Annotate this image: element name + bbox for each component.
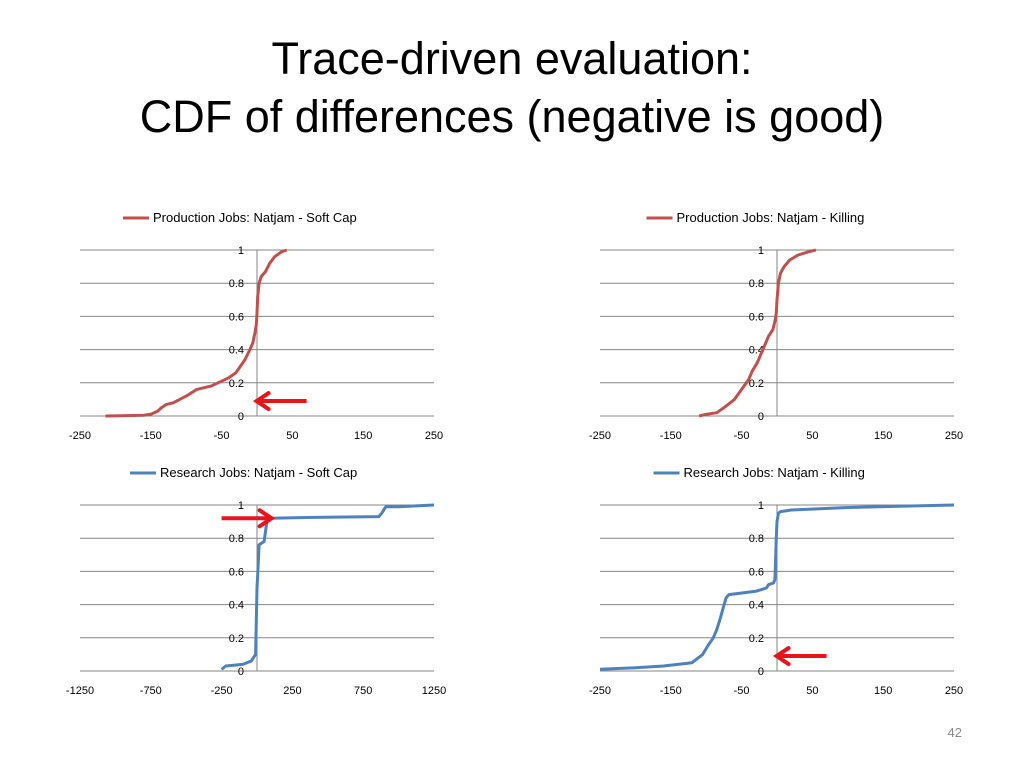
chart-research-soft-cap: Research Jobs: Natjam - Soft Cap 0 0.2 0.4 0… — [60, 460, 460, 700]
y-tick-label: 1 — [758, 500, 764, 512]
chart-production-killing: Production Jobs: Natjam - Killing 0 0.2 0.4… — [580, 205, 980, 445]
y-tick-label: 0.4 — [749, 600, 764, 612]
page-number: 42 — [947, 725, 962, 740]
title-line-2: CDF of differences (negative is good) — [139, 91, 885, 142]
x-tick-label: -150 — [660, 685, 682, 697]
y-tick-label: 0.8 — [749, 533, 764, 545]
x-tick-label: 50 — [806, 685, 818, 697]
x-tick-label: -750 — [140, 685, 162, 697]
title-line-1: Trace-driven evaluation: — [271, 33, 753, 84]
x-tick-label: -250 — [69, 430, 91, 442]
x-tick-label: -250 — [589, 430, 611, 442]
x-tick-label: 250 — [283, 685, 301, 697]
y-tick-label: 0 — [238, 411, 244, 423]
legend-label: Production Jobs: Natjam - Killing — [677, 210, 865, 225]
y-tick-label: 0.2 — [749, 378, 764, 390]
y-tick-label: 0 — [238, 666, 244, 678]
chart-svg: Production Jobs: Natjam - Soft Cap 0 0.2 0.… — [69, 210, 443, 442]
chart-research-killing: Research Jobs: Natjam - Killing 0 0.2 0.4 0.… — [580, 460, 980, 700]
slide-title: Trace-driven evaluation: CDF of differen… — [0, 30, 1024, 146]
x-tick-label: -250 — [589, 685, 611, 697]
annotation-arrow-head — [772, 646, 791, 667]
y-tick-label: 0.2 — [229, 633, 244, 645]
x-tick-label: -50 — [734, 430, 750, 442]
y-tick-label: 0.8 — [229, 278, 244, 290]
x-tick-label: -150 — [660, 430, 682, 442]
x-tick-label: 50 — [806, 430, 818, 442]
x-tick-label: -50 — [734, 685, 750, 697]
chart-svg: Research Jobs: Natjam - Killing 0 0.2 0.4 0.… — [589, 465, 963, 697]
y-tick-label: 0.2 — [229, 378, 244, 390]
x-tick-label: -150 — [140, 430, 162, 442]
annotation-arrow-head — [252, 391, 271, 412]
x-tick-label: 750 — [354, 685, 372, 697]
x-tick-label: 150 — [874, 685, 892, 697]
x-tick-label: -250 — [211, 685, 233, 697]
y-tick-label: 0.6 — [749, 311, 764, 323]
series-line — [599, 503, 955, 671]
y-tick-label: 0.6 — [229, 311, 244, 323]
x-tick-label: 1250 — [422, 685, 446, 697]
y-tick-label: 0.2 — [749, 633, 764, 645]
annotation-arrow-head — [257, 508, 276, 529]
x-tick-label: 150 — [354, 430, 372, 442]
x-tick-label: 50 — [286, 430, 298, 442]
y-tick-label: 0 — [758, 411, 764, 423]
chart-svg: Production Jobs: Natjam - Killing00.20.4… — [589, 210, 963, 442]
x-tick-label: -50 — [214, 430, 230, 442]
y-tick-label: 0.8 — [749, 278, 764, 290]
y-tick-label: 0.4 — [229, 345, 244, 357]
legend-label: Production Jobs: Natjam - Soft Cap — [153, 210, 357, 225]
chart-svg: Research Jobs: Natjam - Soft Cap 0 0.2 0.4 0… — [66, 465, 446, 697]
x-tick-label: 250 — [425, 430, 443, 442]
series-line — [698, 248, 817, 418]
x-tick-label: 150 — [874, 430, 892, 442]
y-tick-label: 0 — [758, 666, 764, 678]
legend-label: Research Jobs: Natjam - Soft Cap — [160, 465, 357, 480]
y-tick-label: 0.4 — [229, 600, 244, 612]
y-tick-label: 0.6 — [749, 566, 764, 578]
x-tick-label: 250 — [945, 685, 963, 697]
series-line — [220, 503, 435, 671]
x-tick-label: 250 — [945, 430, 963, 442]
y-tick-label: 1 — [238, 245, 244, 257]
chart-production-soft-cap: Production Jobs: Natjam - Soft Cap 0 0.2 0.… — [60, 205, 460, 445]
x-tick-label: -1250 — [66, 685, 94, 697]
series-line — [105, 248, 288, 418]
legend-label: Research Jobs: Natjam - Killing — [684, 465, 865, 480]
y-tick-label: 1 — [238, 500, 244, 512]
y-tick-label: 0.6 — [229, 566, 244, 578]
y-tick-label: 1 — [758, 245, 764, 257]
y-tick-label: 0.8 — [229, 533, 244, 545]
